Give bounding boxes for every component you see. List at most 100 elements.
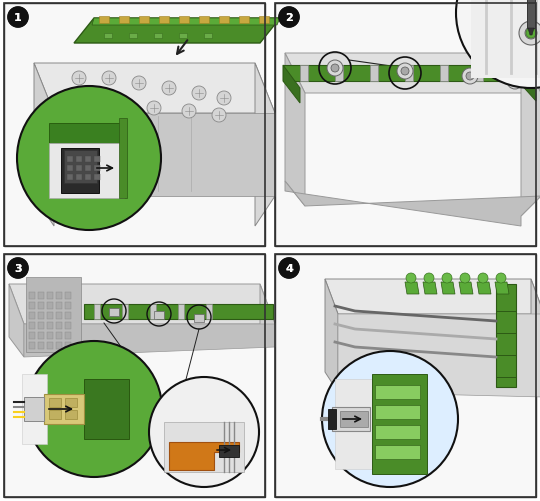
Bar xyxy=(340,411,368,427)
Circle shape xyxy=(478,274,488,284)
Polygon shape xyxy=(521,54,540,216)
Polygon shape xyxy=(332,407,370,431)
Bar xyxy=(4,255,265,497)
Bar xyxy=(47,332,53,339)
Bar xyxy=(375,405,420,419)
Bar xyxy=(122,305,128,319)
Polygon shape xyxy=(24,324,275,357)
Polygon shape xyxy=(24,397,44,421)
Circle shape xyxy=(162,82,176,96)
Bar xyxy=(94,175,100,181)
Bar xyxy=(300,66,308,82)
Circle shape xyxy=(279,8,299,28)
Polygon shape xyxy=(518,66,536,102)
Bar xyxy=(65,303,71,310)
Bar xyxy=(76,157,82,163)
Polygon shape xyxy=(338,314,540,397)
Bar xyxy=(375,385,420,399)
Bar xyxy=(47,313,53,319)
Bar xyxy=(47,293,53,300)
Bar xyxy=(38,322,44,329)
Bar xyxy=(85,157,91,163)
Bar xyxy=(139,17,149,24)
Circle shape xyxy=(397,64,413,80)
Bar xyxy=(109,309,119,316)
Polygon shape xyxy=(441,283,455,295)
Bar xyxy=(65,398,77,407)
Bar xyxy=(76,166,82,172)
Bar xyxy=(56,342,62,349)
Polygon shape xyxy=(49,144,124,198)
Polygon shape xyxy=(9,285,24,357)
Bar xyxy=(275,4,536,246)
Bar xyxy=(370,66,378,82)
Bar xyxy=(104,34,112,39)
Bar xyxy=(527,0,535,29)
Bar xyxy=(440,66,448,82)
Bar xyxy=(56,313,62,319)
Polygon shape xyxy=(531,280,540,397)
Bar xyxy=(85,166,91,172)
Bar xyxy=(29,293,35,300)
Circle shape xyxy=(322,351,458,487)
Bar xyxy=(150,305,156,319)
Bar xyxy=(29,322,35,329)
Text: 1: 1 xyxy=(14,13,22,23)
Circle shape xyxy=(132,77,146,91)
Bar xyxy=(4,4,265,246)
Polygon shape xyxy=(285,54,540,94)
Circle shape xyxy=(496,274,506,284)
Circle shape xyxy=(507,74,523,90)
Circle shape xyxy=(77,92,91,106)
Bar xyxy=(4,255,265,497)
Polygon shape xyxy=(34,64,54,226)
Circle shape xyxy=(456,0,540,89)
Bar xyxy=(99,17,109,24)
Bar xyxy=(29,313,35,319)
Circle shape xyxy=(279,8,299,28)
Bar xyxy=(47,342,53,349)
Circle shape xyxy=(147,102,161,116)
Bar xyxy=(219,17,229,24)
Circle shape xyxy=(401,68,409,76)
Bar xyxy=(65,410,77,419)
Bar xyxy=(38,332,44,339)
Polygon shape xyxy=(496,285,516,387)
Text: 3: 3 xyxy=(14,264,22,274)
Polygon shape xyxy=(283,66,518,82)
Circle shape xyxy=(8,8,28,28)
Bar xyxy=(178,305,184,319)
Bar xyxy=(29,332,35,339)
Bar xyxy=(259,17,269,24)
Circle shape xyxy=(192,87,206,101)
Bar xyxy=(275,4,536,246)
Circle shape xyxy=(102,72,116,86)
Polygon shape xyxy=(169,442,239,470)
Polygon shape xyxy=(285,54,305,206)
Polygon shape xyxy=(325,280,338,392)
Bar xyxy=(94,157,100,163)
Bar xyxy=(4,4,265,246)
Bar xyxy=(76,175,82,181)
Bar xyxy=(26,278,81,352)
Text: 2: 2 xyxy=(285,13,293,23)
Circle shape xyxy=(466,73,474,81)
Circle shape xyxy=(406,274,416,284)
Text: 3: 3 xyxy=(14,264,22,274)
Circle shape xyxy=(72,72,86,86)
Circle shape xyxy=(217,92,231,106)
Bar xyxy=(154,312,164,319)
Bar xyxy=(49,410,61,419)
Bar xyxy=(84,379,129,439)
Polygon shape xyxy=(423,283,437,295)
Text: 1: 1 xyxy=(14,13,22,23)
Bar xyxy=(335,66,343,82)
Circle shape xyxy=(511,78,519,86)
Bar xyxy=(49,398,61,407)
Text: 4: 4 xyxy=(285,264,293,274)
Circle shape xyxy=(17,87,161,230)
Bar xyxy=(219,445,239,457)
Bar xyxy=(179,34,187,39)
Polygon shape xyxy=(477,283,491,295)
Text: 4: 4 xyxy=(285,264,293,274)
